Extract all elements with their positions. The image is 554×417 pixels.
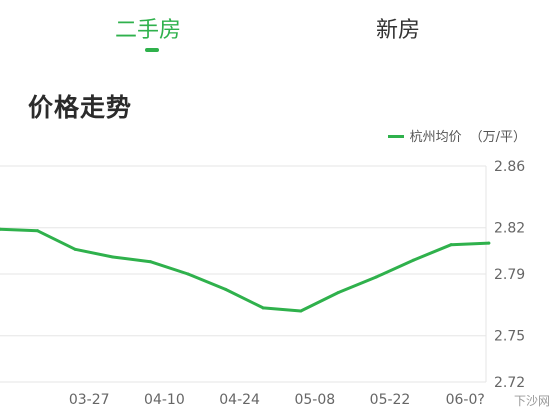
- x-tick-label: 05-08: [294, 392, 335, 408]
- y-tick-label: 2.75: [494, 329, 525, 345]
- y-tick-label: 2.82: [494, 221, 525, 237]
- data-point: [148, 260, 152, 264]
- data-point: [36, 229, 40, 233]
- section-title: 价格走势: [28, 93, 133, 122]
- data-point: [0, 227, 2, 231]
- y-tick-label: 2.86: [494, 159, 525, 175]
- legend-series-label: 杭州均价: [409, 130, 462, 145]
- y-tick-label: 2.79: [494, 267, 525, 283]
- x-tick-label: 03-27: [69, 392, 110, 408]
- data-point: [261, 306, 265, 310]
- data-point: [374, 275, 378, 279]
- chart-legend: 杭州均价 （万/平）: [387, 126, 526, 145]
- data-point: [336, 291, 340, 295]
- x-tick-label: 06-0?: [446, 392, 485, 408]
- x-tick-label: 04-24: [219, 392, 260, 408]
- data-point: [412, 258, 416, 262]
- x-tick-label: 05-22: [370, 392, 411, 408]
- tab-new-homes[interactable]: 新房: [376, 18, 421, 43]
- legend-swatch: [387, 135, 404, 138]
- tab-second-hand[interactable]: 二手房: [115, 18, 182, 43]
- data-point: [186, 272, 190, 276]
- data-point: [224, 287, 228, 291]
- y-tick-label: 2.72: [494, 375, 525, 391]
- legend-unit: （万/平）: [469, 130, 526, 145]
- active-tab-indicator: [145, 48, 159, 52]
- x-tick-label: 04-10: [144, 392, 185, 408]
- series-line-hangzhou-avg: [0, 227, 491, 313]
- watermark: 下沙网: [513, 392, 550, 409]
- data-point: [299, 309, 303, 313]
- data-point: [449, 243, 453, 247]
- tab-bar: 二手房 新房: [0, 0, 554, 60]
- data-point: [487, 241, 491, 245]
- data-point: [73, 247, 77, 251]
- price-trend-chart: 2.86 2.82 2.79 2.75 2.72 03-27 04-10 04-24 05-08…: [0, 159, 525, 408]
- data-point: [111, 255, 115, 259]
